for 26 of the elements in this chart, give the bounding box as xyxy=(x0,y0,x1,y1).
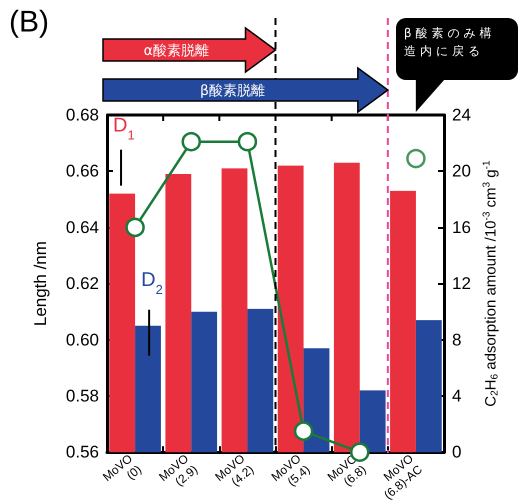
text: α酸素脱離 xyxy=(144,43,209,59)
y-tick-label: 0.64 xyxy=(66,218,99,237)
y2-tick-label: 0 xyxy=(452,442,462,462)
y-tick-label: 0.60 xyxy=(66,330,99,350)
text: β酸素脱離 xyxy=(200,83,265,99)
y-tick-label: 0.56 xyxy=(66,442,99,462)
y2-tick-label: 24 xyxy=(452,106,471,124)
y2-tick-label: 12 xyxy=(452,274,471,294)
y2-tick-label: 4 xyxy=(452,386,462,406)
y2-tick-label: 16 xyxy=(452,218,471,237)
text: C2H6 adsorption amount /10-3 cm3 g-1 xyxy=(482,160,500,407)
y2-tick-label: 20 xyxy=(452,162,471,181)
point xyxy=(182,132,201,152)
y-tick-label: 0.66 xyxy=(66,162,99,181)
point xyxy=(238,132,258,152)
series-label: D$_{2}$ xyxy=(141,268,163,296)
chart-title: (B) xyxy=(9,6,49,38)
text: D$_{1}$ xyxy=(113,114,135,142)
y-axis-title: Length /nm xyxy=(31,241,50,326)
y2-tick-label: 8 xyxy=(452,330,462,350)
y-tick-label: 0.58 xyxy=(66,386,99,406)
point xyxy=(125,218,145,238)
point xyxy=(294,421,314,441)
speech-bubble: β酸素のみ構造内に戻る xyxy=(396,18,518,80)
y-tick-label: 0.62 xyxy=(66,274,99,294)
y-tick-label: 0.68 xyxy=(66,106,99,124)
